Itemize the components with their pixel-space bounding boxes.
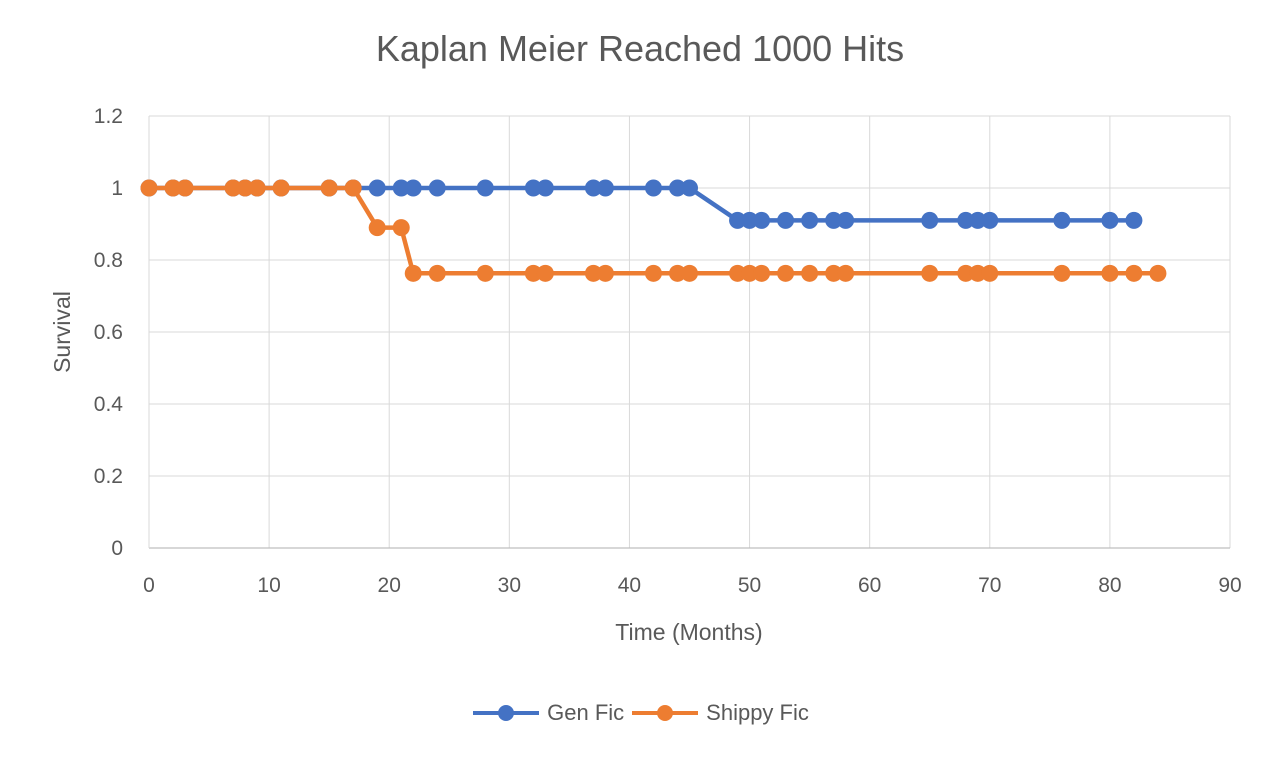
legend-item-shippy-fic: Shippy Fic <box>630 700 809 726</box>
data-point-shippy-fic <box>981 264 999 282</box>
data-point-gen-fic <box>536 179 554 197</box>
data-point-shippy-fic <box>957 264 975 282</box>
data-point-shippy-fic <box>272 179 290 197</box>
x-tick-label: 20 <box>378 574 401 597</box>
x-tick-label: 70 <box>978 574 1001 597</box>
y-tick-label: 1.2 <box>94 105 123 128</box>
data-point-shippy-fic <box>729 264 747 282</box>
data-point-shippy-fic <box>524 264 542 282</box>
data-point-shippy-fic <box>248 179 266 197</box>
data-point-shippy-fic <box>681 264 698 282</box>
x-tick-labels: 0 10 20 30 40 50 60 70 80 90 <box>143 574 1242 597</box>
series <box>140 179 1167 282</box>
data-point-gen-fic <box>1101 211 1119 229</box>
data-point-gen-fic <box>837 211 855 229</box>
y-tick-label: 1 <box>111 177 123 200</box>
y-axis-title: Survival <box>49 291 75 373</box>
data-point-shippy-fic <box>368 219 386 237</box>
data-point-shippy-fic <box>1101 264 1119 282</box>
data-point-shippy-fic <box>536 264 554 282</box>
data-point-gen-fic <box>392 179 410 197</box>
data-point-gen-fic <box>777 211 795 229</box>
data-point-shippy-fic <box>140 179 158 197</box>
y-tick-label: 0.2 <box>94 465 123 488</box>
x-tick-label: 0 <box>143 574 155 597</box>
data-point-gen-fic <box>729 211 747 229</box>
data-point-shippy-fic <box>837 264 855 282</box>
data-point-gen-fic <box>801 211 819 229</box>
data-point-shippy-fic <box>596 264 614 282</box>
data-point-gen-fic <box>753 211 771 229</box>
data-point-gen-fic <box>969 211 987 229</box>
data-point-shippy-fic <box>224 179 242 197</box>
data-point-shippy-fic <box>921 264 939 282</box>
data-point-shippy-fic <box>164 179 182 197</box>
data-point-gen-fic <box>524 179 542 197</box>
data-point-shippy-fic <box>801 264 819 282</box>
x-tick-label: 50 <box>738 574 761 597</box>
data-point-shippy-fic <box>392 219 410 237</box>
series-line-shippy-fic <box>149 185 1158 276</box>
y-tick-label: 0.6 <box>94 321 123 344</box>
data-point-shippy-fic <box>476 264 494 282</box>
data-point-gen-fic <box>957 211 975 229</box>
x-tick-label: 30 <box>498 574 521 597</box>
data-point-shippy-fic <box>753 264 771 282</box>
legend-swatch-gen-fic <box>473 705 540 721</box>
data-point-gen-fic <box>1053 211 1071 229</box>
legend-label-gen-fic: Gen Fic <box>547 700 625 725</box>
data-point-shippy-fic <box>1125 264 1143 282</box>
data-point-shippy-fic <box>1149 264 1167 282</box>
data-point-gen-fic <box>921 211 939 229</box>
data-point-gen-fic <box>741 211 759 229</box>
x-tick-label: 80 <box>1098 574 1121 597</box>
data-point-gen-fic <box>1125 211 1143 229</box>
data-point-shippy-fic <box>741 264 759 282</box>
y-tick-label: 0 <box>111 537 123 560</box>
data-point-gen-fic <box>428 179 446 197</box>
x-axis-title: Time (Months) <box>615 619 762 645</box>
data-point-gen-fic <box>681 179 698 197</box>
x-tick-label: 10 <box>257 574 280 597</box>
series-shippy-fic <box>140 179 1167 282</box>
data-point-gen-fic <box>644 179 662 197</box>
x-tick-label: 40 <box>618 574 641 597</box>
data-point-shippy-fic <box>777 264 795 282</box>
y-tick-label: 0.4 <box>94 393 124 416</box>
y-tick-label: 0.8 <box>94 249 123 272</box>
data-point-gen-fic <box>368 179 386 197</box>
data-point-shippy-fic <box>969 264 987 282</box>
x-tick-label: 90 <box>1218 574 1241 597</box>
data-point-shippy-fic <box>825 264 843 282</box>
legend-swatch-shippy-fic <box>632 705 699 721</box>
chart-title: Kaplan Meier Reached 1000 Hits <box>375 28 905 69</box>
data-point-shippy-fic <box>644 264 662 282</box>
data-point-gen-fic <box>825 211 843 229</box>
x-tick-label: 60 <box>858 574 881 597</box>
legend-item-gen-fic: Gen Fic <box>471 700 624 726</box>
legend-label-shippy-fic: Shippy Fic <box>706 700 809 725</box>
legend: Gen Fic Shippy Fic <box>0 700 1280 726</box>
data-point-gen-fic <box>981 211 999 229</box>
data-point-gen-fic <box>476 179 494 197</box>
data-point-shippy-fic <box>428 264 446 282</box>
data-point-shippy-fic <box>176 179 194 197</box>
data-point-gen-fic <box>584 179 602 197</box>
data-point-shippy-fic <box>404 264 422 282</box>
data-point-gen-fic <box>596 179 614 197</box>
data-point-gen-fic <box>668 179 686 197</box>
data-point-shippy-fic <box>344 179 362 197</box>
data-point-gen-fic <box>404 179 422 197</box>
data-point-shippy-fic <box>1053 264 1071 282</box>
data-point-shippy-fic <box>236 179 254 197</box>
data-point-shippy-fic <box>320 179 338 197</box>
data-point-shippy-fic <box>668 264 686 282</box>
y-tick-labels: 0 0.2 0.4 0.6 0.8 1 1.2 <box>94 105 124 560</box>
data-point-shippy-fic <box>584 264 602 282</box>
